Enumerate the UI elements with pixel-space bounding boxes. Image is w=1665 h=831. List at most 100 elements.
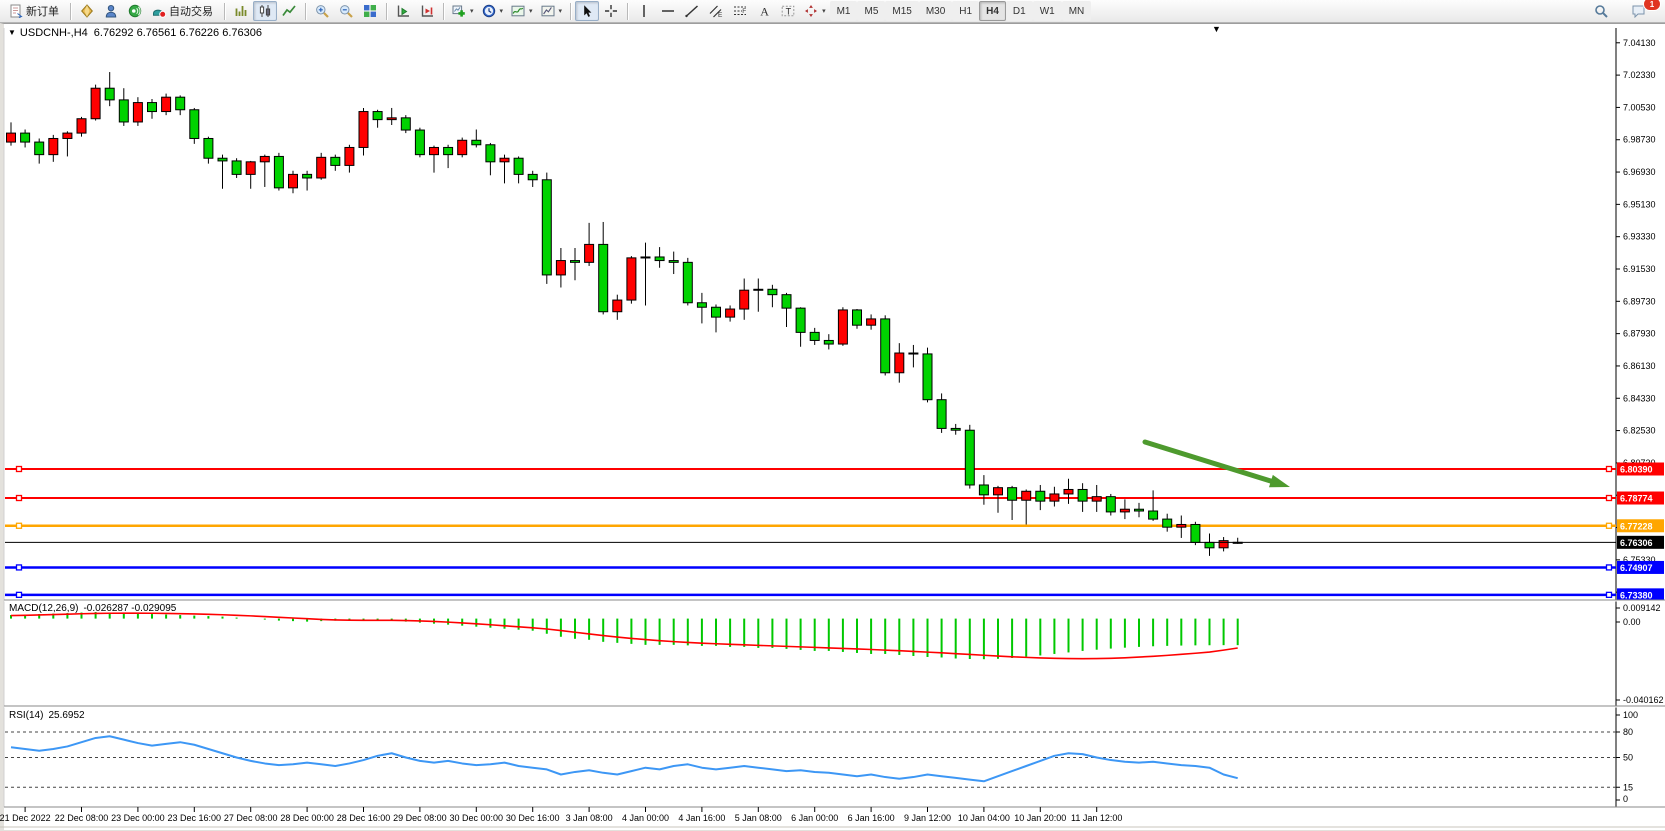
candle-body (837, 309, 848, 345)
time-axis-label: 28 Dec 16:00 (337, 813, 391, 823)
candle-body (400, 117, 411, 131)
label-button[interactable]: T (776, 1, 800, 21)
chart-canvas[interactable]: 7.04130 7.02330 7.00530 6.98730 6.96930 6.951… (0, 23, 1665, 831)
candle-body (1105, 496, 1116, 513)
timeframe-h4-button[interactable]: H4 (979, 1, 1006, 21)
channel-button[interactable]: E (704, 1, 728, 21)
candle-body (626, 257, 637, 301)
candle-body (1218, 540, 1229, 549)
candle-body (527, 173, 538, 181)
new-order-button-label: 新订单 (26, 6, 59, 18)
diamond-icon (80, 4, 94, 18)
toolbar-separator (70, 2, 71, 20)
text-button[interactable]: A (752, 1, 776, 21)
tile-windows-button[interactable] (358, 1, 382, 21)
chat-button[interactable]: 1 (1623, 0, 1661, 22)
hline-button[interactable] (656, 1, 680, 21)
time-axis-label: 23 Dec 16:00 (168, 813, 222, 823)
svg-text:A: A (760, 5, 769, 19)
candle-body (499, 157, 510, 163)
candle-body (414, 129, 425, 156)
line-handle[interactable] (1605, 522, 1613, 529)
rsi-axis-label: 80 (1623, 727, 1633, 737)
timeframe-m30-button[interactable]: M30 (918, 1, 953, 21)
candle-body (471, 139, 482, 146)
line-handle[interactable] (15, 465, 23, 473)
zoom-out-button[interactable] (334, 1, 358, 21)
cursor-button[interactable] (575, 1, 600, 21)
trendline-button[interactable] (680, 1, 704, 21)
price-axis-label: 6.86130 (1623, 361, 1656, 371)
line-chart-button[interactable] (277, 1, 301, 21)
timeframe-m1-button[interactable]: M1 (829, 1, 858, 21)
trend-arrow-line[interactable] (1142, 439, 1274, 484)
candle-body (386, 117, 397, 121)
autotrading-button[interactable]: 自动交易 (147, 1, 220, 21)
candle-body (118, 99, 129, 123)
candle-body (1162, 518, 1173, 528)
arrows-button[interactable]: ▾ (800, 1, 830, 21)
candle-body (358, 111, 369, 148)
candle-body (555, 260, 566, 276)
ohlc-readout: 6.76292 6.76561 6.76226 6.76306 (93, 27, 262, 39)
chart-shift-button[interactable] (415, 1, 439, 21)
periods-button[interactable]: ▾ (478, 1, 508, 21)
line-handle[interactable] (1605, 494, 1613, 502)
candlestick-chart-button[interactable] (253, 1, 277, 21)
line-handle[interactable] (15, 564, 23, 571)
line-handle[interactable] (15, 591, 23, 599)
timeframe-mn-button[interactable]: MN (1061, 1, 1092, 21)
trend-arrow-head[interactable] (1268, 474, 1290, 488)
line-handle[interactable] (1605, 465, 1613, 473)
new-order-button[interactable]: 新订单 (4, 1, 66, 21)
candle-body (48, 137, 59, 156)
level-price-label (1617, 491, 1664, 505)
indicator-icon (511, 4, 525, 18)
vline-button[interactable] (632, 1, 656, 21)
rsi-line (10, 735, 1238, 783)
candle-body (1049, 493, 1060, 502)
candle-body (1077, 488, 1088, 502)
timeframe-m15-button[interactable]: M15 (885, 1, 919, 21)
line-handle[interactable] (15, 494, 23, 502)
price-axis-label: 6.84330 (1623, 393, 1656, 403)
search-button[interactable] (1585, 0, 1617, 22)
zoom-in-button[interactable] (310, 1, 334, 21)
candle-body (302, 173, 313, 179)
timeframe-m5-button[interactable]: M5 (857, 1, 886, 21)
zoomout-icon (339, 4, 353, 18)
timeframe-h1-button[interactable]: H1 (952, 1, 980, 21)
time-axis-label: 6 Jan 00:00 (791, 813, 838, 823)
line-handle[interactable] (1605, 591, 1613, 599)
crosshair-button[interactable] (599, 1, 623, 21)
indicators-button[interactable]: ▾ (507, 1, 537, 21)
signals-button[interactable] (123, 1, 147, 21)
price-axis-label: 6.96930 (1623, 167, 1656, 177)
candle-body (1007, 487, 1018, 501)
timeframe-w1-button[interactable]: W1 (1032, 1, 1062, 21)
candle-body (739, 289, 750, 310)
time-axis-label: 28 Dec 00:00 (280, 813, 334, 823)
zoomin-icon (315, 4, 329, 18)
chart-shift-marker-icon[interactable]: ▼ (1212, 24, 1221, 34)
signal-icon (128, 4, 142, 18)
level-price-label (1617, 560, 1664, 574)
new-chart-button[interactable]: ▾ (448, 1, 478, 21)
community-button[interactable] (99, 1, 123, 21)
candle-body (485, 144, 496, 163)
line-handle[interactable] (1605, 564, 1613, 571)
bar-chart-button[interactable] (229, 1, 253, 21)
trader-icon (104, 4, 118, 18)
candle-body (725, 308, 736, 318)
collapse-icon[interactable]: ▼ (8, 28, 16, 37)
auto-scroll-button[interactable] (391, 1, 415, 21)
line-handle[interactable] (15, 522, 23, 529)
market-button[interactable] (75, 1, 99, 21)
price-axis-label: 7.02330 (1623, 70, 1656, 80)
candle-body (203, 137, 214, 159)
fibonacci-button[interactable]: F (728, 1, 752, 21)
svg-text:T: T (786, 7, 792, 17)
timeframe-d1-button[interactable]: D1 (1005, 1, 1033, 21)
templates-button[interactable]: ▾ (537, 1, 567, 21)
candle-body (330, 156, 341, 166)
